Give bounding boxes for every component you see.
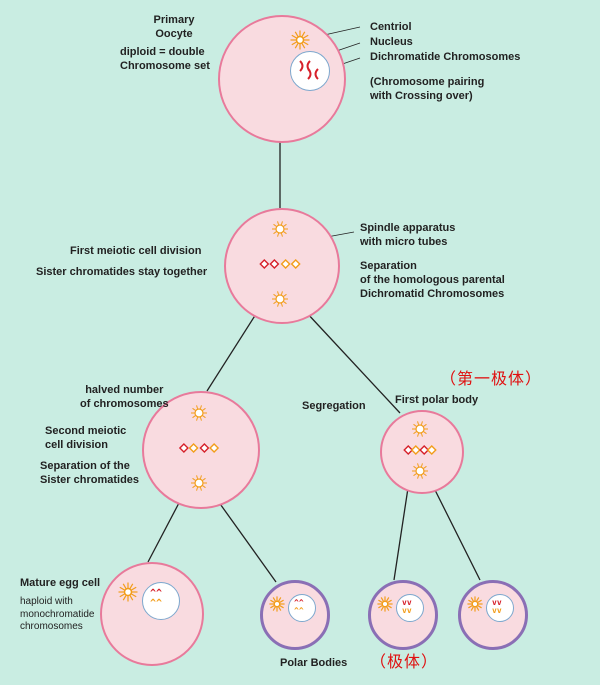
polar1-chrom-orange-icon: ^^ (294, 607, 304, 615)
polar2-centriol-icon (377, 596, 393, 617)
second-div-spindle-icon (172, 404, 226, 497)
primary-sub: diploid = double Chromosome set (120, 46, 215, 74)
first-div-l1: First meiotic cell division (70, 245, 201, 259)
primary-chromosomes-icon (296, 57, 322, 88)
mature-chrom-orange-icon: ^^ (150, 600, 162, 608)
polar3-chrom-orange-icon: vv (492, 607, 502, 615)
first-div-spindle-icon (252, 220, 308, 313)
dichrom-label: Dichromatide Chromosomes (370, 51, 520, 65)
mature-chrom-red-icon: ^^ (150, 590, 162, 598)
spindle-label: Spindle apparatus with micro tubes (360, 222, 455, 250)
polar-bodies-label: Polar Bodies (280, 657, 347, 671)
crossing-label: (Chromosome pairing with Crossing over) (370, 76, 484, 104)
polar2-chrom-orange-icon: vv (402, 607, 412, 615)
segregation-label: Segregation (302, 400, 366, 414)
mature-sub: haploid with monochromatide chromosomes (20, 596, 94, 634)
centriol-label: Centriol (370, 21, 412, 35)
polar3-centriol-icon (467, 596, 483, 617)
first-polar-label: First polar body (395, 394, 478, 408)
nucleus-label: Nucleus (370, 36, 413, 50)
polar-bodies-cn-label: （极体） (370, 653, 438, 673)
separation1-label: Separation of the homologous parental Di… (360, 260, 505, 301)
sep-sister-label: Separation of the Sister chromatides (40, 460, 139, 488)
polar1-centriol-icon (269, 596, 285, 617)
second-div-label: Second meiotic cell division (45, 425, 126, 453)
halved-label: halved number of chromosomes (80, 384, 169, 412)
first-polar-cn-label: （第一极体） (440, 370, 542, 390)
primary-title: Primary Oocyte (134, 14, 214, 42)
mature-centriol-icon (118, 582, 138, 607)
first-div-l2: Sister chromatides stay together (36, 266, 207, 280)
mature-title: Mature egg cell (20, 577, 100, 591)
first-polar-spindle-icon (399, 420, 441, 485)
